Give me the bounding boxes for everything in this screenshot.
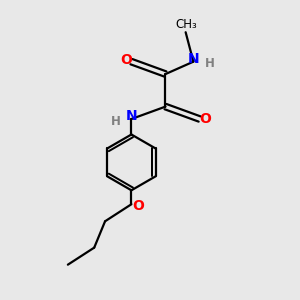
Text: H: H [111,115,121,128]
Text: N: N [126,109,137,123]
Text: O: O [120,53,132,67]
Text: H: H [205,57,214,70]
Text: O: O [199,112,211,126]
Text: N: N [188,52,199,66]
Text: O: O [132,199,144,213]
Text: CH₃: CH₃ [176,18,197,31]
